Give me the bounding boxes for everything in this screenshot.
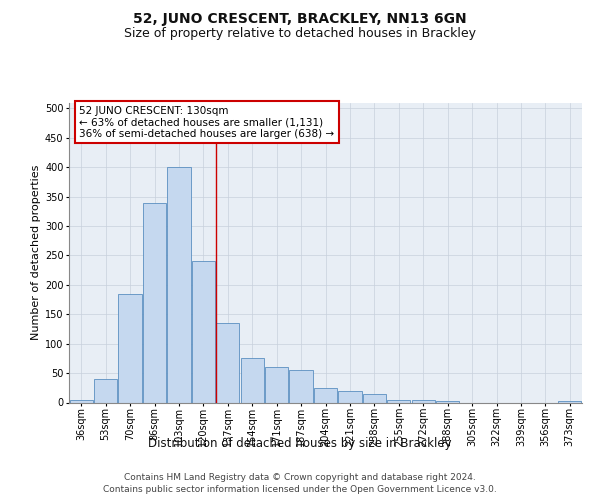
Text: Distribution of detached houses by size in Brackley: Distribution of detached houses by size … (148, 438, 452, 450)
Text: 52, JUNO CRESCENT, BRACKLEY, NN13 6GN: 52, JUNO CRESCENT, BRACKLEY, NN13 6GN (133, 12, 467, 26)
Bar (241, 358, 264, 403)
Bar (412, 400, 435, 402)
Bar (94, 379, 117, 402)
Text: Contains HM Land Registry data © Crown copyright and database right 2024.: Contains HM Land Registry data © Crown c… (124, 472, 476, 482)
Bar (265, 367, 288, 402)
Bar (118, 294, 142, 403)
Y-axis label: Number of detached properties: Number of detached properties (31, 165, 41, 340)
Text: 52 JUNO CRESCENT: 130sqm
← 63% of detached houses are smaller (1,131)
36% of sem: 52 JUNO CRESCENT: 130sqm ← 63% of detach… (79, 106, 334, 138)
Bar (70, 400, 93, 402)
Text: Size of property relative to detached houses in Brackley: Size of property relative to detached ho… (124, 28, 476, 40)
Bar (314, 388, 337, 402)
Bar (363, 394, 386, 402)
Bar (289, 370, 313, 402)
Text: Contains public sector information licensed under the Open Government Licence v3: Contains public sector information licen… (103, 485, 497, 494)
Bar (338, 390, 362, 402)
Bar (192, 262, 215, 402)
Bar (387, 400, 410, 402)
Bar (167, 167, 191, 402)
Bar (216, 323, 239, 402)
Bar (143, 202, 166, 402)
